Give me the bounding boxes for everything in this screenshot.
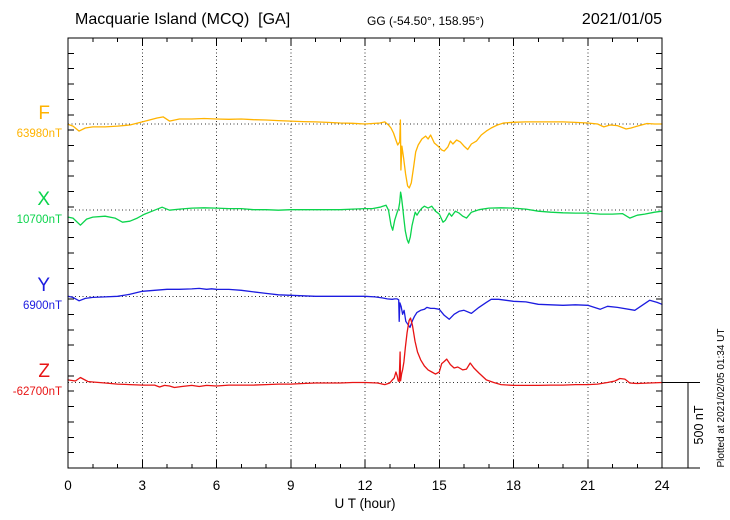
x-tick-label: 15 xyxy=(432,478,447,493)
channel-baseline-y: 6900nT xyxy=(22,300,62,312)
x-tick-label: 6 xyxy=(213,478,221,493)
x-tick-label: 12 xyxy=(357,478,372,493)
x-tick-label: 24 xyxy=(654,478,670,493)
x-tick-label: 9 xyxy=(287,478,295,493)
tick-label-layer: 0 3 6 9 12 15 18 21 24 xyxy=(64,478,670,493)
x-tick-label: 0 xyxy=(64,478,72,493)
channel-baseline-f: 63980nT xyxy=(16,128,62,140)
plotted-note: Plotted at 2021/02/05 01:34 UT xyxy=(716,329,727,468)
series-curve-Y xyxy=(67,287,663,329)
series-curve-X xyxy=(67,191,663,244)
series-curve-F xyxy=(67,116,663,189)
channel-baseline-x: 10700nT xyxy=(16,214,62,226)
channel-letter-x: X xyxy=(37,189,50,210)
scalebar-label: 500 nT xyxy=(692,405,706,444)
channel-label-f: F 63980nT xyxy=(0,104,62,141)
channel-label-x: X 10700nT xyxy=(0,190,62,227)
grid-layer xyxy=(68,38,662,468)
channel-baseline-z: -62700nT xyxy=(12,386,62,398)
curve-layer xyxy=(67,116,663,389)
x-tick-label: 3 xyxy=(138,478,146,493)
station-coordinates: GG (-54.50°, 158.95°) xyxy=(367,14,484,28)
observation-date: 2021/01/05 xyxy=(581,11,662,28)
axis-layer xyxy=(67,37,700,469)
x-tick-label: 18 xyxy=(506,478,521,493)
series-curve-Z xyxy=(67,317,663,389)
x-tick-label: 21 xyxy=(580,478,595,493)
channel-letter-z: Z xyxy=(38,361,50,382)
channel-letter-f: F xyxy=(38,103,50,124)
page-title: Macquarie Island (MCQ) [GA] xyxy=(75,11,291,28)
channel-label-y: Y 6900nT xyxy=(0,276,62,313)
axis-box xyxy=(67,37,663,469)
x-axis-title: U T (hour) xyxy=(334,496,395,511)
channel-letter-y: Y xyxy=(37,275,50,296)
channel-label-z: Z -62700nT xyxy=(0,362,62,399)
